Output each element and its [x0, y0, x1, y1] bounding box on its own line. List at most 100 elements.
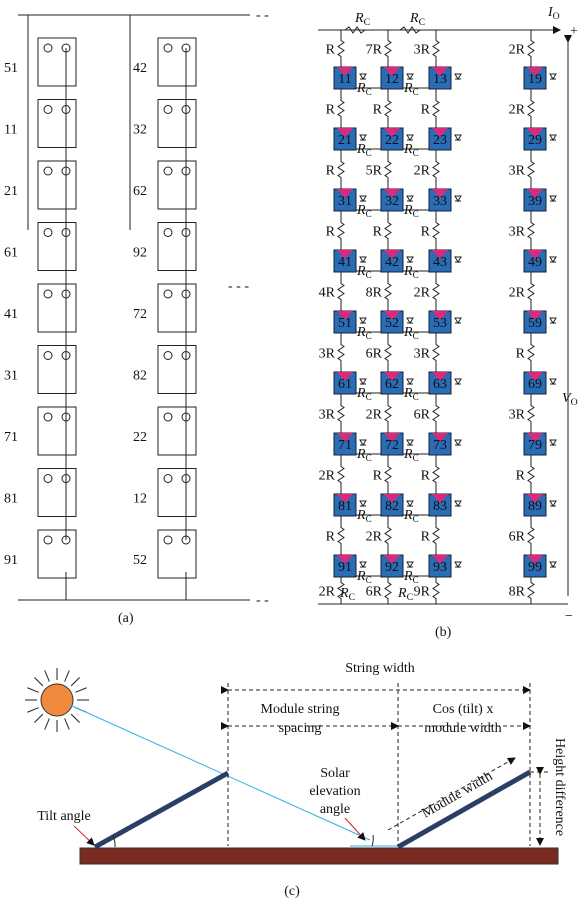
- bypass-diode: [407, 257, 413, 262]
- module-label: 99: [528, 560, 542, 575]
- resistor: [528, 455, 534, 494]
- rc-label: RC: [403, 203, 419, 219]
- rc-label-symbol: R: [403, 569, 413, 584]
- resistor-label: 6R: [366, 347, 383, 362]
- rc-label: RC: [356, 264, 372, 280]
- rc-label: RC: [397, 586, 413, 603]
- rc-label-sub: C: [419, 17, 426, 28]
- resistor: [385, 30, 391, 67]
- resistor-label: R: [421, 225, 431, 240]
- wire: [75, 688, 86, 693]
- rc-label-sub: C: [413, 392, 419, 402]
- bypass-diode: [407, 379, 413, 384]
- resistor-label: R: [421, 530, 431, 545]
- terminal: [44, 106, 52, 114]
- bypass-diode: [455, 135, 461, 140]
- resistor-label: 8R: [366, 286, 383, 301]
- bypass-diode: [360, 135, 366, 140]
- module-label: 73: [433, 438, 447, 453]
- terminal: [164, 413, 172, 421]
- module-label: 21: [338, 133, 352, 148]
- bypass-diode: [455, 196, 461, 201]
- bypass-diode: [407, 501, 413, 506]
- resistor: [385, 89, 391, 128]
- resistor-label: 3R: [319, 347, 336, 362]
- rc-label-symbol: R: [403, 325, 413, 340]
- bypass-diode: [407, 196, 413, 201]
- page: - -- -- - -51112161413171819142326292728…: [0, 0, 584, 917]
- bypass-diode: [360, 440, 366, 445]
- ground: [80, 848, 558, 864]
- module-label: 53: [433, 316, 447, 331]
- module-box: [38, 284, 76, 332]
- caption: (a): [118, 611, 134, 626]
- rc-label-symbol: R: [354, 11, 364, 26]
- resistor: [338, 89, 344, 128]
- module-label: 52: [385, 316, 399, 331]
- module-label: 31: [338, 194, 352, 209]
- resistor-label: 5R: [366, 164, 383, 179]
- rc-label-sub: C: [364, 17, 371, 28]
- module-label: 12: [133, 492, 147, 507]
- resistor: [528, 272, 534, 311]
- module-label: 21: [4, 184, 18, 199]
- spacing-label: spacing: [279, 721, 322, 736]
- vo-label: VO: [562, 391, 578, 408]
- rc-label-sub: C: [413, 148, 419, 158]
- bypass-diode: [550, 501, 556, 506]
- wire: [27, 708, 38, 713]
- wire: [34, 677, 42, 685]
- resistor-label: R: [326, 103, 336, 118]
- rc-label-symbol: R: [356, 447, 366, 462]
- module-label: 23: [433, 133, 447, 148]
- bypass-diode: [360, 74, 366, 79]
- module-label: 61: [338, 377, 352, 392]
- rc-label: RC: [403, 142, 419, 158]
- dash: - -: [256, 8, 269, 23]
- module-label: 42: [385, 255, 399, 270]
- module-label: 91: [4, 553, 18, 568]
- resistor-label: 3R: [414, 43, 431, 58]
- io-label: IO: [547, 5, 560, 22]
- resistor-label: 2R: [319, 585, 336, 600]
- bypass-diode: [407, 318, 413, 323]
- resistor: [338, 30, 344, 67]
- angle-arc: [372, 835, 373, 846]
- terminal: [164, 536, 172, 544]
- rc-label-sub: C: [366, 270, 372, 280]
- module-label: 92: [133, 246, 147, 261]
- minus-label: −: [565, 609, 573, 624]
- caption: (c): [284, 884, 300, 899]
- rc-label: RC: [403, 81, 419, 97]
- resistor: [528, 211, 534, 250]
- terminal: [44, 475, 52, 483]
- bypass-diode: [550, 562, 556, 567]
- rc-label: RC: [403, 508, 419, 524]
- rc-label-sub: C: [366, 453, 372, 463]
- rc-label-symbol: R: [403, 81, 413, 96]
- terminal: [44, 229, 52, 237]
- resistor-label: 6R: [509, 530, 526, 545]
- rc-label-sub: C: [413, 270, 419, 280]
- terminal: [164, 167, 172, 175]
- resistor: [338, 272, 344, 311]
- module-box: [158, 100, 196, 148]
- rc-label: RC: [356, 447, 372, 463]
- cos-label: module width: [424, 721, 501, 736]
- resistor-label: 3R: [414, 347, 431, 362]
- module-box: [38, 469, 76, 517]
- rc-label-sub: C: [349, 592, 356, 603]
- module-label: 31: [4, 369, 18, 384]
- resistor: [385, 150, 391, 189]
- module-box: [158, 223, 196, 271]
- resistor-label: R: [326, 164, 336, 179]
- module-label: 32: [133, 123, 147, 138]
- module-label: 71: [4, 430, 18, 445]
- resistor: [433, 333, 439, 372]
- terminal: [164, 475, 172, 483]
- resistor-label: 6R: [366, 585, 383, 600]
- wire: [65, 718, 70, 729]
- resistor: [433, 150, 439, 189]
- rc-label-sub: C: [366, 392, 372, 402]
- cos-label: Cos (tilt) x: [433, 702, 494, 717]
